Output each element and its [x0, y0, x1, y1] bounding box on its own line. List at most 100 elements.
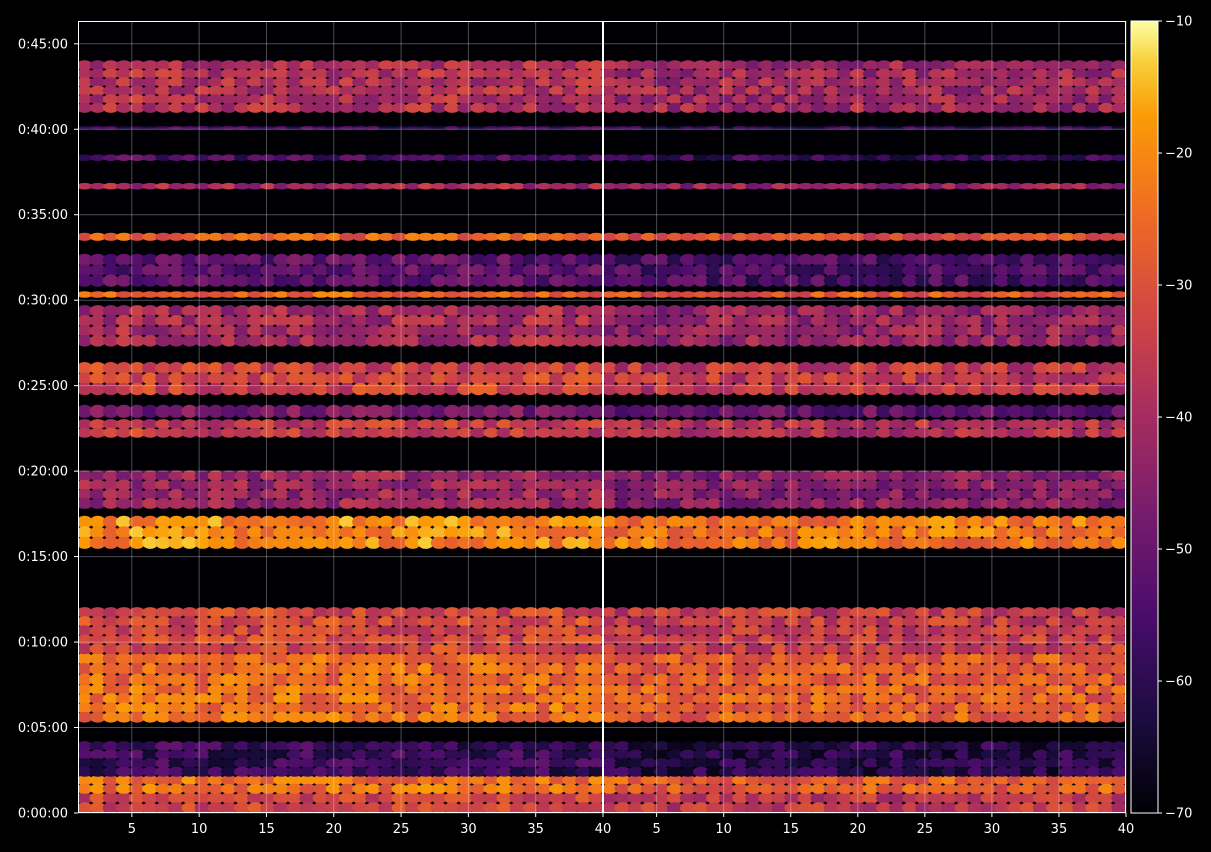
heat-cell [457, 94, 474, 105]
heat-cell [706, 643, 723, 655]
heat-cell [430, 126, 447, 130]
heat-cell [430, 536, 447, 549]
heat-cell [260, 382, 277, 396]
heat-cell [1032, 766, 1050, 777]
heat-cell [102, 85, 119, 96]
heat-cell [1046, 766, 1063, 777]
heat-cell [496, 77, 513, 88]
heat-cell [535, 634, 553, 646]
left-panel [78, 21, 603, 813]
heat-cell [928, 536, 945, 549]
heat-cell [444, 68, 461, 79]
heat-cell [954, 126, 971, 130]
heat-cell [509, 60, 526, 71]
heat-cell [876, 802, 893, 813]
heat-cell [823, 335, 840, 347]
heat-cell [365, 102, 382, 113]
heat-cell [1111, 625, 1126, 636]
heat-cell [810, 85, 827, 96]
heat-cell [758, 427, 775, 438]
heat-cell [1006, 479, 1024, 491]
heat-cell [915, 758, 932, 769]
heat-cell [915, 335, 932, 347]
heat-cell [836, 766, 854, 777]
heat-cell [89, 419, 106, 430]
heat-cell [78, 382, 93, 396]
heat-cell [365, 536, 382, 549]
heat-cell [679, 775, 697, 786]
heat-cell [404, 102, 421, 113]
heat-cell [391, 479, 408, 491]
heat-cell [194, 182, 211, 190]
heat-cell [784, 253, 801, 266]
heat-cell [142, 182, 159, 190]
heat-cell [1032, 684, 1050, 695]
heat-cell [430, 470, 447, 482]
heat-cell [78, 68, 93, 79]
heat-cell [876, 711, 893, 723]
heat-cell [954, 325, 971, 337]
heat-cell [365, 802, 382, 813]
heat-cell [365, 693, 382, 705]
heat-cell [155, 643, 172, 655]
heat-cell [849, 802, 867, 813]
heat-cell [640, 419, 657, 430]
heat-cell [603, 427, 618, 438]
heat-cell [365, 264, 382, 277]
heat-cell [483, 711, 500, 723]
heat-cell [1098, 758, 1115, 769]
heat-cell [640, 232, 657, 241]
heat-cell [862, 335, 880, 347]
heat-cell [404, 182, 421, 190]
heat-cell [457, 663, 474, 676]
heat-cell [339, 802, 356, 813]
heat-cell [234, 607, 251, 618]
heat-cell [719, 702, 736, 714]
heat-cell [967, 536, 984, 549]
heat-cell [993, 693, 1010, 705]
heat-cell [666, 711, 684, 723]
heat-cell [549, 673, 566, 686]
heat-cell [562, 154, 579, 161]
heat-cell [234, 470, 251, 482]
heat-cell [260, 526, 277, 539]
heat-cell [575, 766, 592, 777]
heat-cell [339, 758, 356, 769]
heat-cell [640, 607, 657, 618]
heat-cell [980, 625, 997, 636]
heat-cell [941, 711, 958, 723]
heat-band-right-4 [603, 652, 1126, 686]
heat-cell [273, 775, 290, 786]
heat-cell [1111, 652, 1126, 665]
heat-cell [509, 362, 526, 375]
heat-cell [797, 792, 814, 804]
heat-cell [273, 515, 290, 529]
heat-cell [378, 749, 395, 760]
heat-cell [902, 264, 919, 277]
heat-cell [1019, 607, 1036, 618]
heat-cell [102, 693, 119, 705]
heat-cell [836, 643, 854, 655]
heat-cell [1098, 749, 1115, 760]
heat-cell [365, 77, 382, 88]
heat-cell [836, 625, 854, 636]
heat-cell [286, 264, 303, 277]
heat-cell [666, 625, 684, 636]
heat-cell [115, 702, 132, 714]
heat-band-left-13 [78, 253, 603, 287]
heat-cell [207, 470, 224, 482]
heat-cell [810, 182, 827, 190]
heat-cell [1006, 60, 1024, 71]
heat-cell [312, 526, 329, 539]
heat-cell [234, 60, 251, 71]
heat-cell [115, 498, 132, 509]
heat-cell [653, 766, 670, 777]
heat-cell [719, 419, 736, 430]
heat-cell [1111, 60, 1126, 71]
heat-cell [444, 783, 461, 794]
heat-cell [614, 427, 631, 438]
heat-cell [562, 741, 579, 752]
heat-cell [378, 634, 395, 646]
heat-cell [784, 749, 801, 760]
heat-cell [993, 77, 1010, 88]
